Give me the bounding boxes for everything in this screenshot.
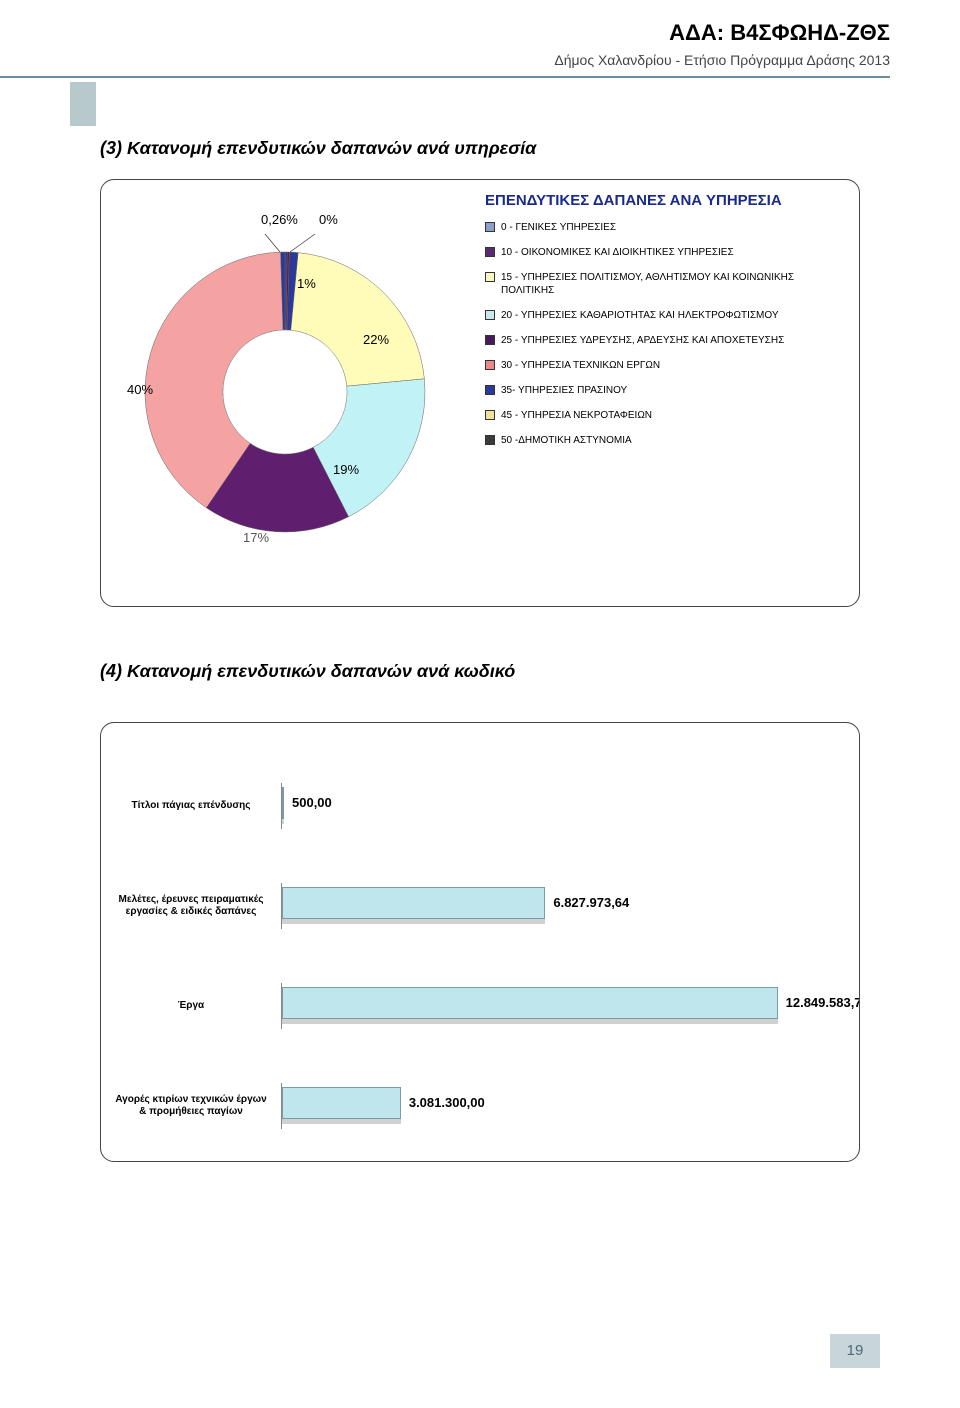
pie-label-0: 0% (319, 212, 338, 227)
legend-label: 25 - ΥΠΗΡΕΣΙΕΣ ΥΔΡΕΥΣΗΣ, ΑΡΔΕΥΣΗΣ ΚΑΙ ΑΠ… (501, 334, 784, 347)
legend-label: 30 - ΥΠΗΡΕΣΙΑ ΤΕΧΝΙΚΩΝ ΕΡΓΩΝ (501, 359, 660, 372)
legend-swatch (485, 360, 495, 370)
bar-row: Τίτλοι πάγιας επένδυσης 500,00 (101, 783, 859, 829)
legend-swatch (485, 272, 495, 282)
doc-subtitle: Δήμος Χαλανδρίου - Ετήσιο Πρόγραμμα Δράσ… (70, 52, 890, 76)
bar-value-label: 6.827.973,64 (553, 895, 629, 910)
legend-swatch (485, 222, 495, 232)
bar-category-label: Τίτλοι πάγιας επένδυσης (101, 800, 281, 812)
legend-label: 15 - ΥΠΗΡΕΣΙΕΣ ΠΟΛΙΤΙΣΜΟΥ, ΑΘΛΗΤΙΣΜΟΥ ΚΑ… (501, 271, 845, 297)
pie-label-19: 19% (333, 462, 359, 477)
bar-value-label: 3.081.300,00 (409, 1095, 485, 1110)
bar-category-label: Αγορές κτιρίων τεχνικών έργων & προμήθει… (101, 1094, 281, 1118)
legend-swatch (485, 385, 495, 395)
pie-label-17: 17% (243, 530, 269, 545)
legend-swatch (485, 247, 495, 257)
legend-label: 20 - ΥΠΗΡΕΣΙΕΣ ΚΑΘΑΡΙΟΤΗΤΑΣ ΚΑΙ ΗΛΕΚΤΡΟΦ… (501, 309, 779, 322)
legend-item: 20 - ΥΠΗΡΕΣΙΕΣ ΚΑΘΑΡΙΟΤΗΤΑΣ ΚΑΙ ΗΛΕΚΤΡΟΦ… (485, 309, 845, 322)
header-left-block (70, 82, 96, 126)
bar-value-label: 12.849.583,71 (786, 995, 860, 1010)
legend-swatch (485, 310, 495, 320)
legend-label: 10 - ΟΙΚΟΝΟΜΙΚΕΣ ΚΑΙ ΔΙΟΙΚΗΤΙΚΕΣ ΥΠΗΡΕΣΙ… (501, 246, 734, 259)
bar-track: 6.827.973,64 (281, 883, 859, 929)
page-number: 19 (830, 1334, 880, 1368)
pie-chart-container: 0,26% 0% 1% 22% 40% 19% 17% ΕΠΕΝΔΥΤΙΚΕΣ … (100, 179, 860, 607)
pie-label-1: 1% (297, 276, 316, 291)
bar-category-label: Έργα (101, 1000, 281, 1012)
bar-row: Έργα 12.849.583,71 (101, 983, 859, 1029)
pie-chart-area: 0,26% 0% 1% 22% 40% 19% 17% (115, 192, 475, 592)
ada-code: ΑΔΑ: Β4ΣΦΩΗΔ-ΖΘΣ (70, 20, 890, 46)
header-rule (0, 76, 890, 78)
bar-fill (282, 787, 284, 819)
legend-swatch (485, 410, 495, 420)
pie-legend: ΕΠΕΝΔΥΤΙΚΕΣ ΔΑΠΑΝΕΣ ΑΝΑ ΥΠΗΡΕΣΙΑ 0 - ΓΕΝ… (475, 192, 845, 592)
legend-item: 45 - ΥΠΗΡΕΣΙΑ ΝΕΚΡΟΤΑΦΕΙΩΝ (485, 409, 845, 422)
legend-swatch (485, 335, 495, 345)
section3-title: (3) Κατανομή επενδυτικών δαπανών ανά υπη… (100, 138, 880, 159)
bar-shadow (282, 919, 545, 924)
legend-swatch (485, 435, 495, 445)
bar-shadow (282, 819, 284, 824)
bar-track: 12.849.583,71 (281, 983, 859, 1029)
bar-fill (282, 1087, 401, 1119)
legend-item: 35- ΥΠΗΡΕΣΙΕΣ ΠΡΑΣΙΝΟΥ (485, 384, 845, 397)
bar-track: 500,00 (281, 783, 859, 829)
pie-chart-title: ΕΠΕΝΔΥΤΙΚΕΣ ΔΑΠΑΝΕΣ ΑΝΑ ΥΠΗΡΕΣΙΑ (485, 192, 845, 209)
legend-label: 50 -ΔΗΜΟΤΙΚΗ ΑΣΤΥΝΟΜΙΑ (501, 434, 632, 447)
legend-item: 25 - ΥΠΗΡΕΣΙΕΣ ΥΔΡΕΥΣΗΣ, ΑΡΔΕΥΣΗΣ ΚΑΙ ΑΠ… (485, 334, 845, 347)
pie-label-22: 22% (363, 332, 389, 347)
section4-title: (4) Κατανομή επενδυτικών δαπανών ανά κωδ… (100, 661, 880, 682)
legend-item: 10 - ΟΙΚΟΝΟΜΙΚΕΣ ΚΑΙ ΔΙΟΙΚΗΤΙΚΕΣ ΥΠΗΡΕΣΙ… (485, 246, 845, 259)
legend-item: 15 - ΥΠΗΡΕΣΙΕΣ ΠΟΛΙΤΙΣΜΟΥ, ΑΘΛΗΤΙΣΜΟΥ ΚΑ… (485, 271, 845, 297)
pie-label-40: 40% (127, 382, 153, 397)
legend-label: 35- ΥΠΗΡΕΣΙΕΣ ΠΡΑΣΙΝΟΥ (501, 384, 627, 397)
bar-chart-container: Τίτλοι πάγιας επένδυσης 500,00 Μελέτες, … (100, 722, 860, 1162)
bar-shadow (282, 1019, 778, 1024)
legend-item: 50 -ΔΗΜΟΤΙΚΗ ΑΣΤΥΝΟΜΙΑ (485, 434, 845, 447)
legend-item: 0 - ΓΕΝΙΚΕΣ ΥΠΗΡΕΣΙΕΣ (485, 221, 845, 234)
bar-fill (282, 987, 778, 1019)
bar-value-label: 500,00 (292, 795, 332, 810)
bar-shadow (282, 1119, 401, 1124)
legend-label: 0 - ΓΕΝΙΚΕΣ ΥΠΗΡΕΣΙΕΣ (501, 221, 616, 234)
bar-category-label: Μελέτες, έρευνες πειραματικές εργασίες &… (101, 894, 281, 918)
legend-item: 30 - ΥΠΗΡΕΣΙΑ ΤΕΧΝΙΚΩΝ ΕΡΓΩΝ (485, 359, 845, 372)
bar-track: 3.081.300,00 (281, 1083, 859, 1129)
bar-fill (282, 887, 545, 919)
legend-label: 45 - ΥΠΗΡΕΣΙΑ ΝΕΚΡΟΤΑΦΕΙΩΝ (501, 409, 652, 422)
pie-chart-svg (125, 232, 455, 572)
bar-row: Αγορές κτιρίων τεχνικών έργων & προμήθει… (101, 1083, 859, 1129)
bar-row: Μελέτες, έρευνες πειραματικές εργασίες &… (101, 883, 859, 929)
pie-label-0-26: 0,26% (261, 212, 298, 227)
